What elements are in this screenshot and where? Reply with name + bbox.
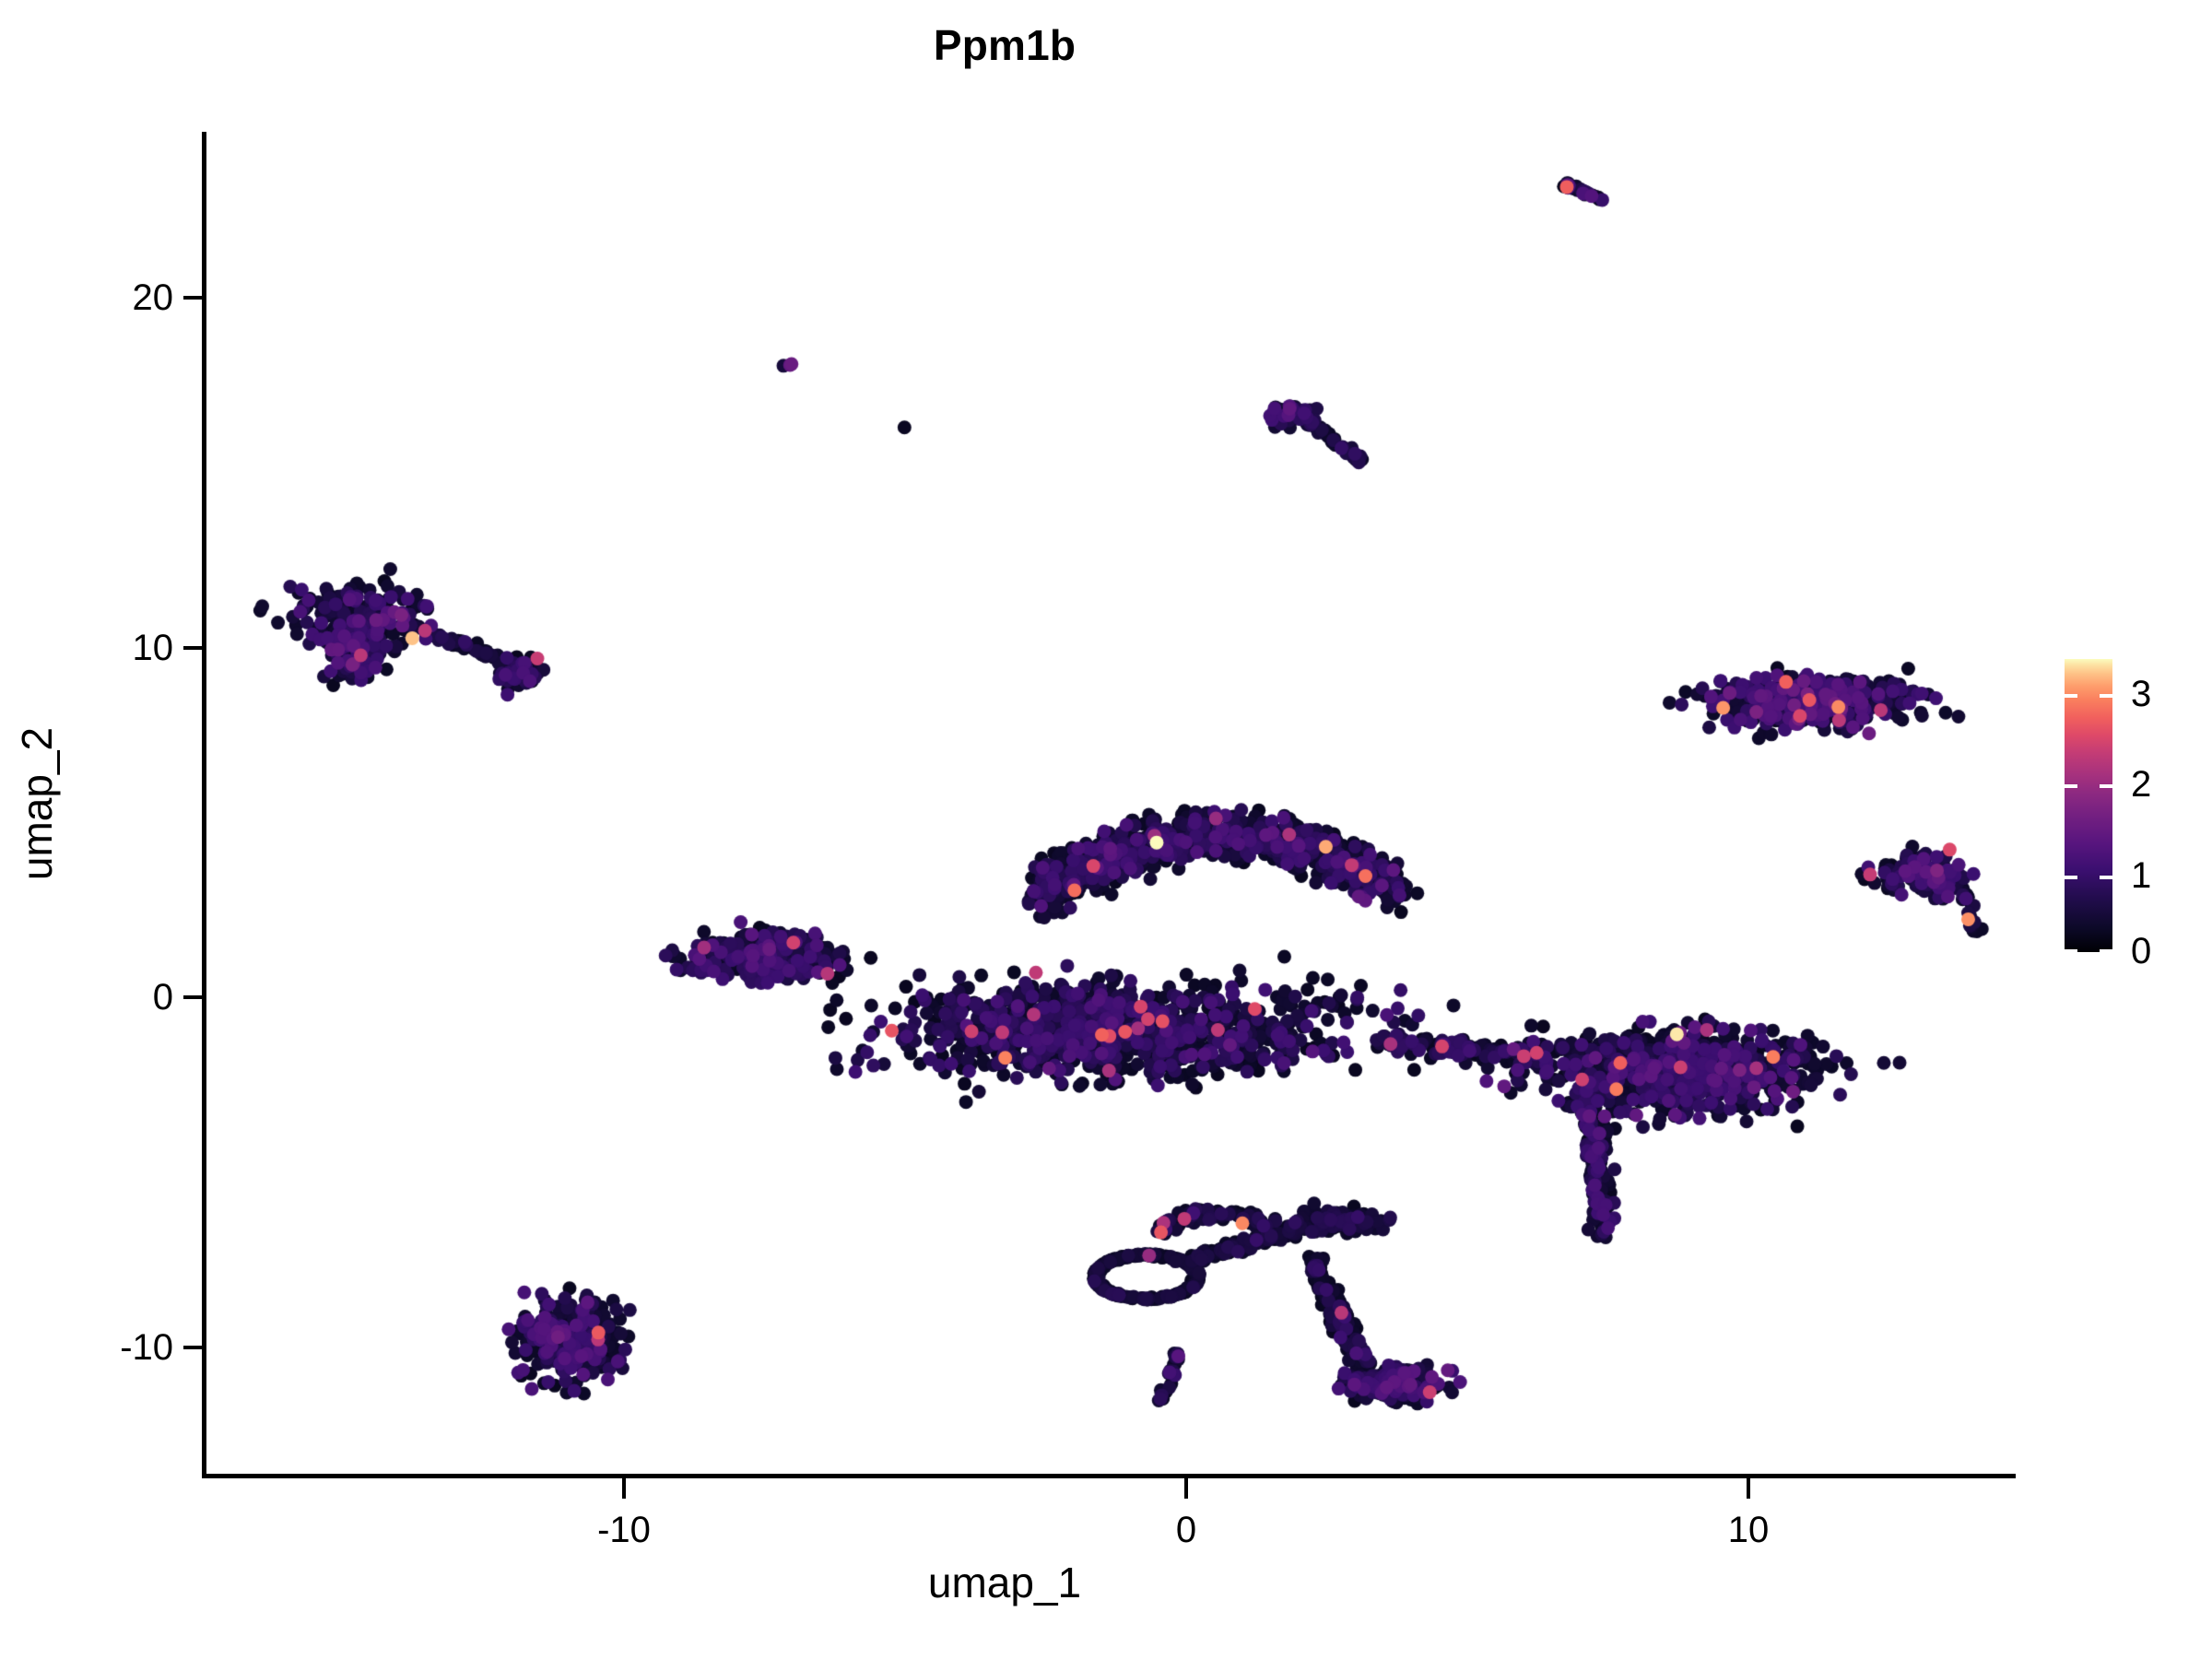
y-tick--10 — [183, 1346, 204, 1349]
y-tick-20 — [183, 296, 204, 300]
colorbar-label-3: 3 — [2131, 674, 2152, 714]
colorbar-tick-1 — [2065, 876, 2112, 879]
x-ticklabel-10: 10 — [1727, 1510, 1770, 1550]
y-tick-0 — [183, 995, 204, 999]
y-ticklabel--10: -10 — [120, 1327, 173, 1368]
y-ticklabel-10: 10 — [132, 628, 174, 668]
colorbar-tick-0 — [2065, 949, 2112, 953]
y-axis-title: umap_2 — [13, 726, 61, 881]
colorbar-gradient — [2065, 659, 2112, 952]
x-tick--10 — [622, 1478, 626, 1499]
y-axis-line — [202, 132, 206, 1478]
colorbar-legend: 3 2 1 0 — [2065, 645, 2203, 977]
page-title: Ppm1b — [933, 21, 1077, 69]
x-ticklabel--10: -10 — [597, 1510, 651, 1550]
y-tick-10 — [183, 646, 204, 650]
scatter-canvas — [205, 132, 2016, 1476]
colorbar-tick-3 — [2065, 694, 2112, 698]
x-axis-title: umap_1 — [927, 1559, 1082, 1606]
plot-panel — [205, 132, 2016, 1476]
y-ticklabel-0: 0 — [152, 977, 173, 1018]
colorbar-tick-2 — [2065, 784, 2112, 788]
colorbar-label-1: 1 — [2131, 855, 2152, 896]
x-tick-10 — [1747, 1478, 1750, 1499]
colorbar-label-2: 2 — [2131, 764, 2152, 805]
colorbar-label-0: 0 — [2131, 931, 2152, 971]
x-tick-0 — [1184, 1478, 1188, 1499]
x-ticklabel-0: 0 — [1175, 1510, 1197, 1550]
y-ticklabel-20: 20 — [132, 277, 174, 318]
x-axis-line — [202, 1474, 2016, 1478]
